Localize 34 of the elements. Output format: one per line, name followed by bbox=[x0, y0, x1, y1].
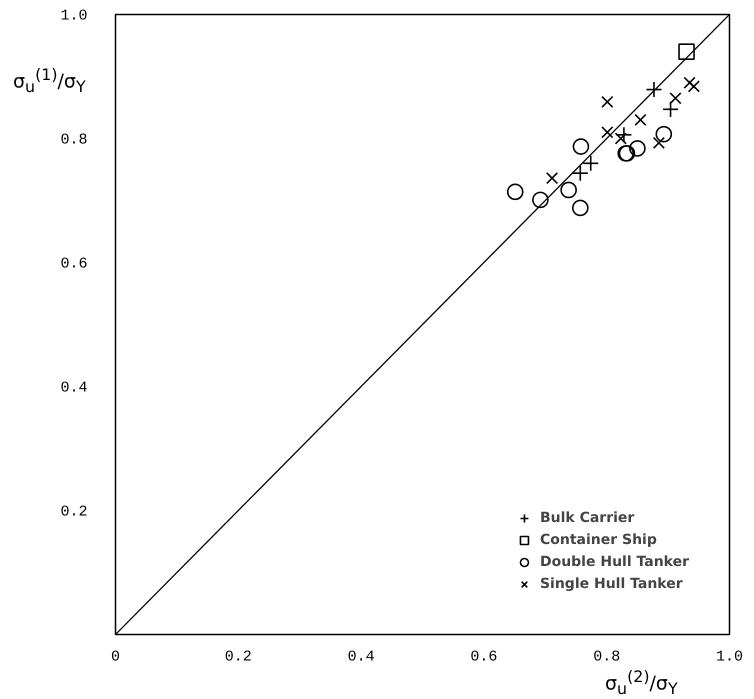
y-tick-label: 0.2 bbox=[60, 504, 88, 520]
point bbox=[532, 192, 549, 208]
point bbox=[572, 138, 590, 155]
y-tick-label: 0.4 bbox=[60, 380, 88, 396]
point bbox=[678, 43, 695, 60]
point bbox=[546, 172, 558, 184]
y-tick-label: 0.6 bbox=[60, 256, 88, 272]
point bbox=[601, 126, 614, 138]
x-tick-label: 0.8 bbox=[593, 648, 620, 666]
point bbox=[601, 96, 614, 108]
y-tick-label: 1.0 bbox=[60, 8, 88, 24]
point bbox=[683, 76, 696, 89]
point bbox=[629, 140, 646, 157]
legend-label: Container Ship bbox=[540, 532, 657, 548]
x-tick-label: 1.0 bbox=[716, 648, 744, 666]
point bbox=[656, 126, 672, 142]
y-tick-label: 0.8 bbox=[60, 132, 88, 148]
x-tick-label: 0.6 bbox=[470, 648, 498, 666]
point bbox=[572, 200, 589, 216]
point bbox=[634, 114, 647, 126]
x-tick-label: 0.4 bbox=[348, 648, 375, 666]
legend-label: Bulk Carrier bbox=[540, 510, 634, 526]
x-tick-label: 0.2 bbox=[224, 648, 252, 666]
point bbox=[669, 92, 682, 104]
point bbox=[688, 80, 700, 93]
point bbox=[582, 155, 600, 172]
legend-label: Double Hull Tanker bbox=[540, 554, 689, 570]
point bbox=[560, 182, 577, 198]
y-axis-title: σ$_{u}$$^{(1)}$/σ$_{Y}$ bbox=[13, 65, 86, 96]
x-tick-label: 0 bbox=[111, 648, 120, 666]
point bbox=[506, 184, 524, 200]
x-axis-title: σ$_{u}$$^{(2)}$/σ$_{Y}$ bbox=[605, 667, 678, 698]
point bbox=[652, 136, 665, 149]
legend-label: Single Hull Tanker bbox=[540, 576, 683, 592]
